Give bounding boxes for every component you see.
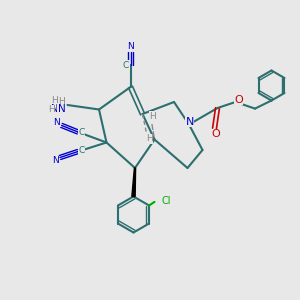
- Text: Cl: Cl: [161, 196, 171, 206]
- Text: C: C: [79, 128, 85, 137]
- Text: H: H: [55, 97, 62, 106]
- Polygon shape: [132, 168, 136, 197]
- Text: C: C: [79, 146, 85, 155]
- Text: N: N: [58, 104, 65, 115]
- Text: N: N: [54, 118, 60, 127]
- Text: N: N: [55, 103, 62, 113]
- Text: N: N: [52, 156, 59, 165]
- Text: H: H: [150, 112, 156, 121]
- Text: O: O: [234, 94, 243, 105]
- Text: N: N: [127, 42, 134, 51]
- Text: O: O: [212, 129, 220, 140]
- Text: C: C: [123, 61, 129, 70]
- Text: N: N: [51, 103, 58, 114]
- Text: H: H: [146, 134, 153, 143]
- Text: N: N: [185, 116, 194, 127]
- Text: H: H: [52, 96, 58, 105]
- Text: H: H: [58, 98, 65, 106]
- Text: H: H: [49, 105, 55, 114]
